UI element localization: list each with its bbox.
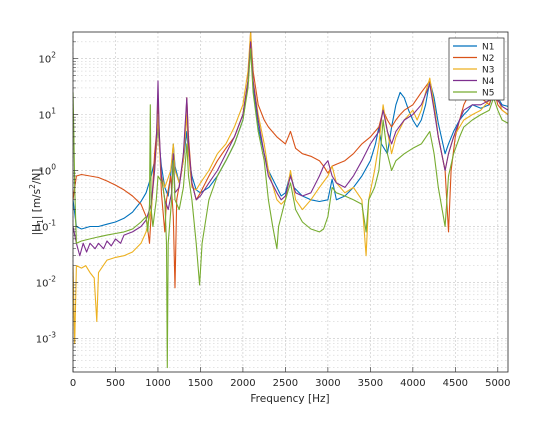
y-tick-mantissa: 10 [38,111,51,122]
series-line-n4 [73,41,508,257]
y-label-sup: 2 [28,184,37,189]
y-tick-label: 102 [38,51,56,66]
series-line-n5 [73,48,508,369]
legend-label-n1: N1 [482,43,494,53]
x-tick-labels: 0 500 1000 1500 2000 2500 3000 3500 4000 4500 5000 [70,378,511,389]
x-tick-label: 3000 [315,378,340,389]
x-tick-label: 4000 [400,378,425,389]
x-axis-label: Frequency [Hz] [250,393,329,405]
axes-box [72,31,509,373]
y-tick-exponent: 0 [51,163,56,172]
x-tick-label: 5000 [485,378,510,389]
y-tick-mantissa: 10 [36,334,49,345]
y-tick-label: 10-2 [36,274,56,289]
x-tick-label: 1500 [188,378,213,389]
y-tick-exponent: 1 [51,107,56,116]
x-tick-label: 2000 [230,378,255,389]
y-tick-mantissa: 10 [38,55,51,66]
legend-label-n2: N2 [482,54,494,64]
y-tick-exponent: 2 [51,51,56,60]
legend-label-n4: N4 [482,77,495,87]
y-tick-mantissa: 10 [38,167,51,178]
y-label-prefix: |H [31,224,43,235]
x-tick-label: 2500 [273,378,298,389]
x-tick-label: 3500 [358,378,383,389]
x-tick-label: 500 [106,378,125,389]
series-line-n3 [73,32,508,345]
y-label-mid: | [m/s [31,189,43,219]
y-axis-label: |H1| [m/s2/N] [28,169,45,236]
y-tick-exponent: -1 [49,218,57,227]
y-tick-label: 10-3 [36,330,56,345]
y-tick-mantissa: 10 [36,222,49,233]
x-tick-label: 4500 [443,378,468,389]
legend-label-n3: N3 [482,66,494,76]
y-tick-label: 101 [38,107,56,122]
y-label-suffix: /N] [31,169,43,185]
y-tick-label: 10-1 [36,218,56,233]
y-tick-mantissa: 10 [36,278,49,289]
y-tick-label: 100 [38,163,56,178]
ticks [72,41,499,372]
x-tick-label: 0 [70,378,76,389]
y-tick-exponent: -3 [49,330,57,339]
y-label-sub: 1 [36,219,45,224]
series-layer [73,32,508,369]
x-tick-label: 1000 [145,378,170,389]
legend-label-n5: N5 [482,89,494,99]
y-tick-exponent: -2 [49,274,57,283]
plot-background [73,32,508,372]
